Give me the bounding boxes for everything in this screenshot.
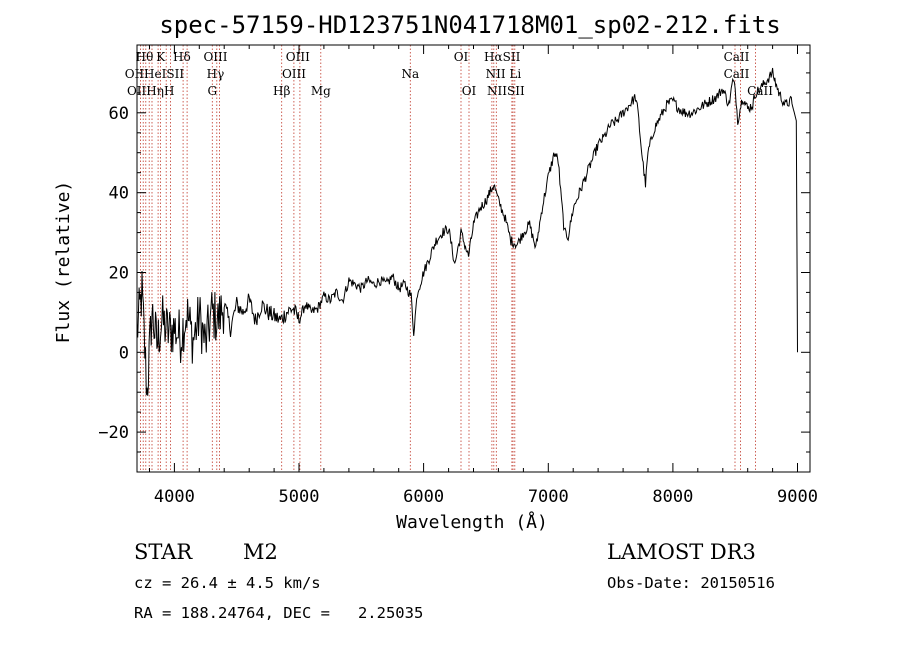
line-label-17: Mg: [311, 84, 331, 98]
x-axis-ticks: 4000 5000 6000 7000 8000 9000: [149, 45, 818, 507]
chart-title: spec-57159-HD123751N041718M01_sp02-212.f…: [159, 11, 780, 39]
x-tick-label-0: 4000: [154, 487, 195, 507]
line-label-16: Hβ: [273, 84, 290, 98]
y-tick-label-0: −20: [98, 423, 129, 443]
line-label-13: CaII: [724, 67, 750, 81]
survey-name: LAMOST DR3: [607, 540, 756, 564]
line-label-2: Hδ: [173, 50, 191, 64]
line-label-0: Hθ: [136, 50, 154, 64]
y-tick-label-1: 0: [119, 343, 129, 363]
plot-frame: [136, 44, 811, 473]
line-labels: Hθ K Hδ OIII OIII OI HαSII CaII OIIHeISII Hγ OIII N…: [125, 50, 774, 98]
x-tick-label-5: 9000: [777, 487, 818, 507]
spectrum-series: [136, 67, 798, 396]
line-label-4: OIII: [286, 50, 310, 64]
line-label-12: NII Li: [486, 67, 522, 81]
spectrum-plot: spec-57159-HD123751N041718M01_sp02-212.f…: [53, 11, 818, 533]
x-tick-label-1: 5000: [279, 487, 320, 507]
observation-date: Obs-Date: 20150516: [607, 574, 775, 592]
line-label-8: OIIHeISII: [125, 67, 185, 81]
line-label-5: OI: [454, 50, 469, 64]
y-tick-label-2: 20: [109, 264, 129, 284]
line-label-9: Hγ: [207, 67, 225, 81]
y-tick-label-3: 40: [109, 184, 129, 204]
line-label-19: NIISII: [487, 84, 525, 98]
y-axis-ticks: −20 0 20 40 60: [98, 52, 810, 453]
subclass: M2: [243, 540, 278, 564]
line-label-3: OIII: [203, 50, 227, 64]
x-tick-label-4: 8000: [652, 487, 693, 507]
line-label-6: HαSII: [484, 50, 521, 64]
object-type: STAR: [134, 540, 193, 564]
y-tick-label-4: 60: [109, 104, 129, 124]
redshift-velocity: cz = 26.4 ± 4.5 km/s: [134, 574, 321, 592]
line-label-10: OIII: [282, 67, 306, 81]
spectrum-line: [136, 67, 798, 396]
x-axis-label: Wavelength (Å): [396, 511, 548, 533]
line-label-11: Na: [401, 67, 419, 81]
y-axis-label: Flux (relative): [53, 181, 74, 344]
line-label-1: K: [156, 50, 166, 64]
line-label-15: G: [208, 84, 218, 98]
line-label-7: CaII: [724, 50, 750, 64]
line-label-14: OIIHηH: [127, 84, 174, 98]
line-label-18: OI: [462, 84, 477, 98]
x-tick-label-3: 7000: [528, 487, 569, 507]
coordinates: RA = 188.24764, DEC = 2.25035: [134, 604, 424, 622]
x-tick-label-2: 6000: [403, 487, 444, 507]
line-markers: [139, 45, 756, 472]
